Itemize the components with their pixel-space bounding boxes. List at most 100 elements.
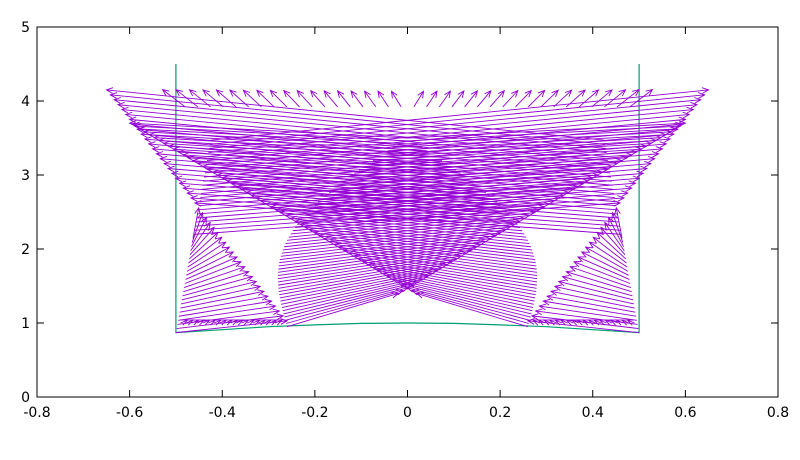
vector-arrow: [120, 106, 608, 158]
vector-head: [189, 195, 198, 202]
vector-arrow: [188, 89, 211, 108]
vector-arrow: [538, 303, 637, 321]
vector-arrow: [286, 292, 400, 328]
vector-head: [230, 256, 239, 263]
vector-shaft: [604, 222, 625, 252]
vector-shaft: [438, 90, 451, 108]
y-tick-label: 3: [21, 168, 30, 184]
vector-shaft: [502, 90, 519, 108]
vector-shaft: [377, 140, 657, 158]
vector-shaft: [251, 194, 513, 219]
vector-shaft: [582, 319, 591, 324]
vector-shaft: [364, 90, 377, 108]
vector-shaft: [153, 137, 433, 155]
vector-shaft: [573, 261, 631, 284]
vector-arrow: [336, 90, 351, 108]
vector-head: [222, 246, 231, 253]
vector-arrow: [242, 89, 262, 108]
vector-head: [218, 241, 227, 249]
vector-arrow: [181, 279, 258, 301]
vector-head: [645, 88, 654, 97]
vector-shaft: [527, 90, 545, 108]
y-tick-label: 5: [21, 20, 30, 36]
vector-shaft: [608, 217, 624, 247]
vector-shaft: [144, 131, 423, 149]
y-tick-label: 4: [21, 94, 30, 110]
vector-shaft: [278, 238, 491, 267]
vector-head: [614, 206, 621, 215]
vector-arrow: [208, 101, 699, 153]
vector-shaft: [297, 200, 555, 225]
vector-shaft: [565, 89, 586, 108]
vector-head: [430, 90, 438, 99]
vector-head: [655, 146, 664, 153]
vector-shaft: [387, 275, 534, 308]
vector-arrow: [128, 120, 408, 139]
vector-arrow: [477, 89, 492, 108]
vector-shaft: [175, 89, 199, 108]
vector-head: [283, 89, 291, 98]
vector-head: [470, 90, 479, 98]
vector-arrow: [363, 90, 377, 108]
vector-shaft: [125, 114, 609, 162]
vector-arrow: [580, 251, 629, 276]
vector-head: [613, 200, 622, 207]
vector-head: [578, 89, 586, 97]
vector-shaft: [615, 207, 623, 239]
vector-head: [269, 89, 278, 98]
vector-shaft: [282, 278, 423, 312]
vector-shaft: [566, 319, 574, 324]
vector-arrow: [187, 241, 227, 268]
vector-head: [280, 318, 289, 325]
vector-head: [511, 89, 519, 98]
vector-arrow: [178, 298, 273, 317]
vector-arrow: [229, 89, 250, 108]
vector-head: [377, 90, 385, 99]
vector-shaft: [279, 232, 501, 260]
vector-head: [256, 89, 264, 97]
vector-shaft: [345, 160, 623, 181]
vector-shaft: [377, 269, 535, 302]
vector-head: [580, 251, 589, 258]
vector-shaft: [226, 180, 497, 203]
vector-shaft: [252, 319, 260, 324]
vector-shaft: [256, 89, 275, 108]
vector-head: [651, 151, 660, 158]
vector-shaft: [137, 128, 611, 174]
vector-shaft: [185, 319, 194, 324]
vector-shaft: [213, 319, 222, 324]
vector-shaft: [180, 290, 265, 309]
vector-shaft: [372, 266, 536, 299]
vector-head: [336, 90, 345, 98]
vector-shaft: [325, 174, 598, 197]
vector-arrow: [283, 280, 419, 315]
vector-head: [588, 241, 597, 249]
vector-shaft: [189, 227, 215, 256]
vector-head: [175, 89, 184, 97]
vector-shaft: [588, 319, 596, 324]
vector-head: [534, 308, 543, 315]
vector-shaft: [224, 319, 233, 324]
vector-head: [390, 90, 398, 99]
vector-head: [553, 284, 562, 291]
vector-shaft: [604, 89, 626, 108]
vector-arrow: [540, 89, 559, 108]
vector-shaft: [299, 223, 533, 251]
vector-shaft: [314, 183, 584, 206]
vector-shaft: [181, 285, 261, 305]
x-tick-label: 0.8: [767, 405, 789, 421]
vector-shaft: [577, 319, 585, 324]
vector-shaft: [180, 319, 188, 324]
vector-arrow: [405, 286, 530, 321]
vector-shaft: [318, 180, 589, 203]
vector-shaft: [187, 157, 466, 177]
vector-shaft: [278, 258, 457, 289]
vector-head: [242, 89, 251, 97]
vector-shaft: [194, 202, 622, 235]
vector-arrow: [350, 90, 364, 108]
vector-shaft: [416, 292, 529, 328]
vector-shaft: [451, 90, 465, 108]
vector-shaft: [558, 281, 634, 301]
vector-head: [572, 261, 582, 268]
vector-shaft: [411, 290, 529, 324]
